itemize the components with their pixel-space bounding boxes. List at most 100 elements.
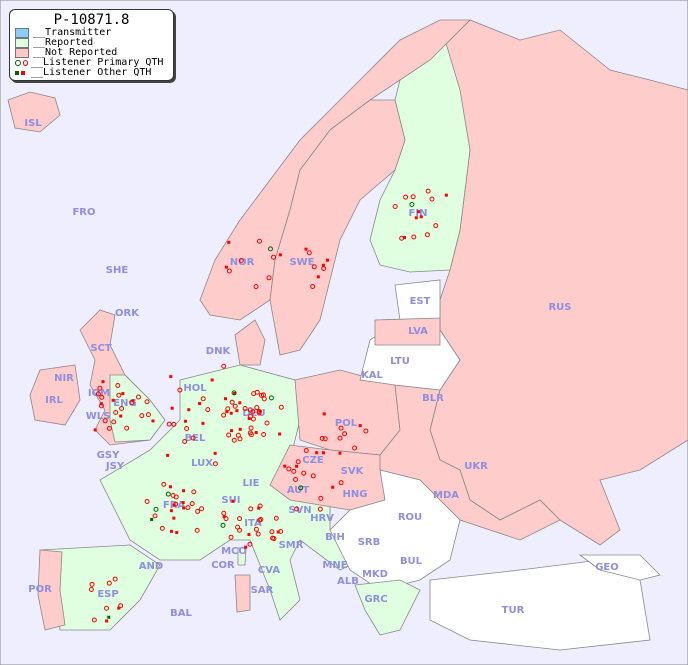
- listener-other-marker: [169, 509, 173, 513]
- country-label-svk: SVK: [341, 466, 365, 477]
- listener-primary-marker: [173, 494, 179, 500]
- listener-primary-marker: [159, 525, 165, 531]
- country-label-swe: SWE: [289, 257, 314, 268]
- listener-primary-marker: [97, 385, 103, 391]
- listener-primary-marker: [256, 410, 262, 416]
- listener-other-marker: [444, 193, 448, 197]
- listener-other-marker: [283, 464, 287, 468]
- listener-primary-marker: [237, 516, 243, 522]
- country-label-lva: LVA: [408, 326, 428, 337]
- listener-other-marker: [168, 485, 172, 489]
- country-label-mda: MDA: [433, 490, 459, 501]
- listener-primary-marker: [106, 425, 112, 431]
- listener-primary-marker: [342, 431, 348, 437]
- country-label-hng: HNG: [343, 489, 368, 500]
- listener-other-marker: [210, 378, 214, 382]
- country-label-pol: POL: [335, 418, 358, 429]
- legend-label: __Listener Primary QTH: [31, 57, 164, 68]
- country-label-rou: ROU: [398, 512, 422, 523]
- listener-other-marker: [414, 216, 418, 220]
- listener-primary-marker: [195, 508, 201, 514]
- listener-primary-marker: [194, 527, 200, 533]
- country-label-eng: ENG: [113, 398, 136, 409]
- country-label-dnk: DNK: [206, 346, 232, 357]
- country-label-bih: BIH: [325, 532, 345, 543]
- country-label-est: EST: [410, 296, 431, 307]
- country-label-gsy: GSY: [97, 450, 120, 461]
- listener-primary-marker: [238, 257, 244, 263]
- listener-primary-marker: [433, 223, 439, 229]
- listener-primary-marker: [251, 391, 257, 397]
- region-por: [37, 549, 66, 631]
- listener-other-marker: [230, 429, 234, 433]
- listener-primary-marker: [88, 587, 94, 593]
- listener-primary-marker: [310, 473, 316, 479]
- listener-primary-marker: [191, 489, 197, 495]
- country-label-rus: RUS: [548, 302, 571, 313]
- listener-primary-marker: [255, 531, 261, 537]
- listener-primary-marker: [392, 204, 398, 210]
- listener-primary-marker: [106, 580, 112, 586]
- listener-other-marker: [222, 514, 226, 518]
- listener-other-marker: [224, 265, 228, 269]
- country-label-fro: FRO: [72, 207, 95, 218]
- listener-other-marker: [183, 419, 187, 423]
- listener-primary-marker: [247, 407, 253, 413]
- listener-other-marker: [119, 414, 123, 418]
- country-label-hrv: HRV: [310, 513, 334, 524]
- country-label-mco: MCO: [221, 546, 247, 557]
- listener-primary-marker: [111, 419, 117, 425]
- listener-other-marker: [278, 432, 282, 436]
- country-label-por: POR: [28, 584, 52, 595]
- listener-other-marker: [278, 253, 282, 257]
- listener-other-marker: [247, 533, 251, 537]
- region-dnk: [234, 319, 266, 366]
- listener-other-marker: [169, 375, 173, 379]
- listener-primary-marker: [139, 413, 145, 419]
- listener-primary-marker: [229, 399, 235, 405]
- listener-primary-marker: [268, 395, 274, 401]
- listener-primary-marker: [270, 254, 276, 260]
- listener-other-marker: [172, 516, 176, 520]
- listener-primary-marker: [247, 541, 253, 547]
- listener-primary-marker: [410, 194, 416, 200]
- listener-other-marker: [244, 545, 248, 549]
- region-grc: [354, 579, 421, 636]
- listener-other-marker: [107, 615, 111, 619]
- listener-primary-marker: [291, 468, 297, 474]
- listener-other-marker: [151, 419, 155, 423]
- listener-primary-marker: [303, 447, 309, 453]
- listener-primary-marker: [266, 275, 272, 281]
- listener-primary-marker: [256, 238, 262, 244]
- listener-primary-marker: [258, 517, 264, 523]
- listener-primary-marker: [278, 528, 284, 534]
- listener-primary-marker: [306, 250, 312, 256]
- listener-other-marker: [131, 399, 135, 403]
- legend-item-not-reported: __Not Reported: [15, 48, 173, 58]
- listener-primary-marker: [248, 432, 254, 438]
- listener-primary-marker: [177, 387, 183, 393]
- country-label-irl: IRL: [45, 395, 63, 406]
- country-label-hol: HOL: [183, 383, 207, 394]
- listener-other-marker: [321, 263, 325, 267]
- country-label-ukr: UKR: [464, 461, 488, 472]
- listener-primary-marker: [310, 283, 316, 289]
- listener-primary-marker: [267, 246, 273, 252]
- listener-other-marker: [121, 392, 125, 396]
- listener-primary-marker: [189, 501, 195, 507]
- country-label-aut: AUT: [287, 485, 310, 496]
- listener-primary-marker: [165, 491, 171, 497]
- listener-primary-marker: [102, 418, 108, 424]
- listener-other-marker: [295, 464, 299, 468]
- listener-primary-marker: [91, 617, 97, 623]
- listener-primary-marker: [318, 495, 324, 501]
- listener-other-marker: [213, 451, 217, 455]
- listener-primary-marker: [161, 481, 167, 487]
- country-label-bul: BUL: [400, 556, 423, 567]
- listener-primary-marker: [411, 234, 417, 240]
- listener-primary-marker: [220, 522, 226, 528]
- country-label-mkd: MKD: [362, 569, 388, 580]
- listener-primary-marker: [153, 506, 159, 512]
